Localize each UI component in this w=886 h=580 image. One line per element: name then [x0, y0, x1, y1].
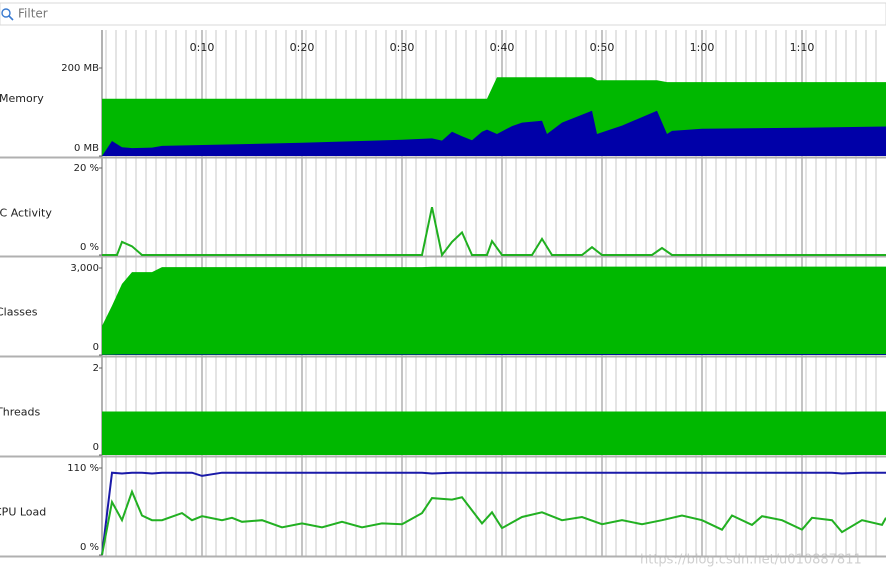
- y-tick-label: 0 %: [80, 542, 99, 553]
- search-icon-handle: [8, 15, 14, 21]
- panel-title: GC Activity: [0, 207, 52, 220]
- watermark: https://blog.csdn.net/u010887811: [640, 553, 862, 568]
- line-series: [102, 206, 886, 258]
- panel-title: Classes: [0, 306, 38, 319]
- y-tick-label: 200 MB: [61, 63, 99, 74]
- area-series: [102, 354, 886, 355]
- y-tick-label: 0 MB: [74, 143, 99, 154]
- panel-title: Memory: [0, 92, 44, 105]
- time-label: 0:20: [290, 41, 315, 54]
- time-label: 1:10: [790, 41, 815, 54]
- y-tick-label: 0 %: [80, 242, 99, 253]
- y-tick-label: 20 %: [74, 163, 99, 174]
- area-series: [102, 266, 886, 355]
- line-series: [101, 471, 886, 556]
- time-label: 1:00: [690, 41, 715, 54]
- y-tick-label: 3,000: [70, 263, 99, 274]
- filter-box[interactable]: [0, 2, 886, 26]
- y-tick-label: 110 %: [67, 463, 99, 474]
- panel-title: CPU Load: [0, 506, 46, 519]
- time-label: 0:10: [190, 41, 215, 54]
- y-tick-label: 0: [93, 342, 99, 353]
- filter-placeholder[interactable]: Filter: [18, 7, 48, 21]
- area-series: [102, 411, 886, 455]
- line-series: [101, 488, 886, 556]
- panel-title: Threads: [0, 406, 40, 419]
- time-label: 0:40: [490, 41, 515, 54]
- y-tick-label: 0: [93, 442, 99, 453]
- search-icon: [1, 8, 11, 18]
- time-label: 0:50: [590, 41, 615, 54]
- time-label: 0:30: [390, 41, 415, 54]
- area-series: [102, 110, 886, 156]
- y-tick-label: 2: [93, 363, 99, 374]
